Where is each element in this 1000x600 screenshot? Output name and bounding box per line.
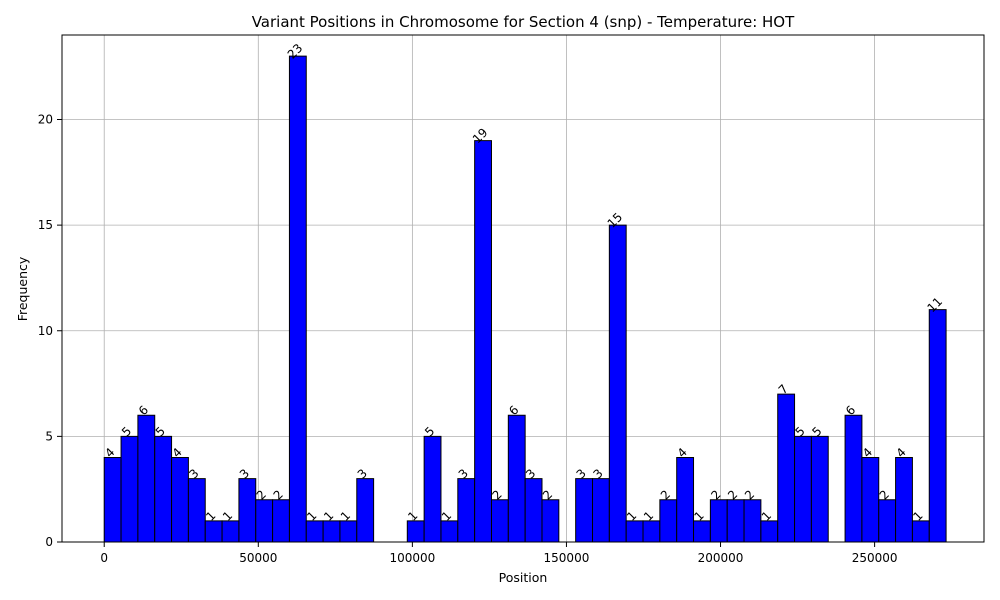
bar <box>187 478 206 543</box>
bar <box>406 520 425 543</box>
bar <box>272 499 290 543</box>
bar <box>743 499 762 543</box>
x-tick-label: 50000 <box>239 551 277 565</box>
bar <box>238 478 257 543</box>
bar <box>305 520 324 543</box>
bar <box>592 478 610 543</box>
bar <box>878 499 897 543</box>
bar <box>255 499 274 543</box>
bar <box>541 499 560 543</box>
bar <box>356 478 375 543</box>
bar <box>794 435 812 543</box>
bar <box>693 520 711 543</box>
y-axis: 0 5 10 15 20 <box>38 113 62 549</box>
bar <box>659 499 678 543</box>
bar <box>204 520 223 543</box>
x-tick-label: 100000 <box>389 551 435 565</box>
x-tick-label: 200000 <box>698 551 744 565</box>
bar <box>760 520 779 543</box>
bar <box>911 520 930 543</box>
bar <box>171 457 189 543</box>
bar <box>322 520 341 543</box>
bar <box>777 393 796 543</box>
x-tick-label: 150000 <box>544 551 590 565</box>
y-tick-label: 20 <box>38 113 53 127</box>
bar <box>608 224 627 543</box>
y-tick-label: 15 <box>38 218 53 232</box>
bar <box>895 457 913 543</box>
bar <box>928 309 947 543</box>
bar <box>524 478 543 543</box>
x-tick-label: 0 <box>100 551 108 565</box>
bar <box>339 520 358 543</box>
bar <box>676 457 695 543</box>
bar <box>154 435 173 543</box>
bar <box>423 435 442 543</box>
bar <box>625 520 644 543</box>
bar <box>726 499 745 543</box>
y-tick-label: 5 <box>45 429 53 443</box>
bar <box>709 499 728 543</box>
bar <box>861 457 880 543</box>
bar <box>642 520 661 543</box>
bar <box>844 414 863 543</box>
bar <box>440 520 459 543</box>
bars <box>103 55 947 543</box>
bar <box>288 55 307 543</box>
plot-frame <box>61 34 985 543</box>
chart-title: Variant Positions in Chromosome for Sect… <box>252 13 795 31</box>
bar <box>457 478 476 543</box>
bar <box>137 414 156 543</box>
x-axis-label: Position <box>499 570 548 585</box>
y-axis-label: Frequency <box>15 256 30 321</box>
bar <box>474 140 492 543</box>
bar <box>103 457 122 543</box>
bar <box>490 499 509 543</box>
x-tick-label: 250000 <box>852 551 898 565</box>
y-tick-label: 10 <box>38 324 53 338</box>
bar <box>810 435 829 543</box>
x-axis: 0 50000 100000 150000 200000 250000 <box>100 542 898 565</box>
bar <box>221 520 240 543</box>
y-tick-label: 0 <box>45 535 53 549</box>
bar <box>120 435 139 543</box>
bar <box>507 414 526 543</box>
bar <box>575 478 594 543</box>
